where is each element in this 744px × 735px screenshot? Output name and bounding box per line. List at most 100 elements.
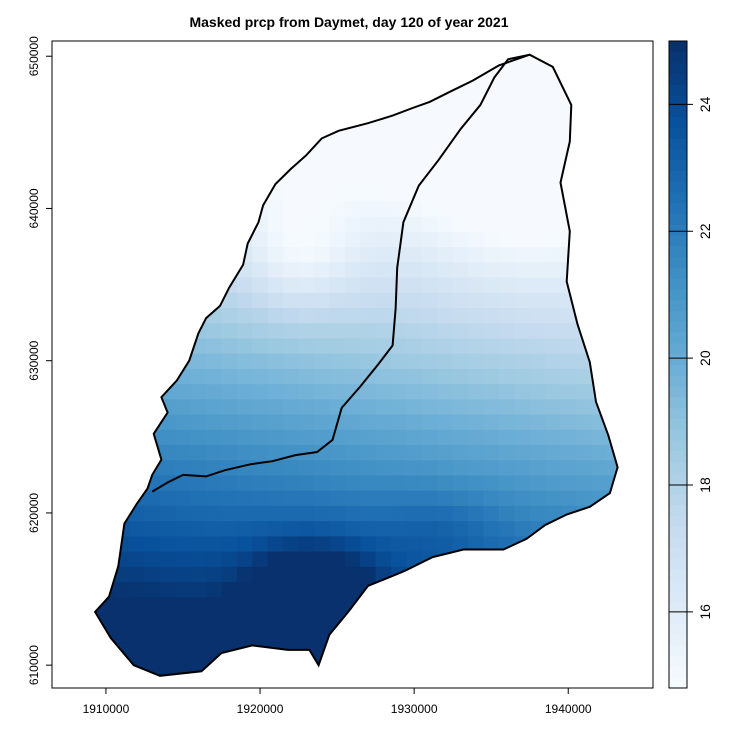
- raster-cell: [483, 657, 500, 674]
- colorbar-tick-label: 20: [697, 350, 713, 366]
- raster-cell: [267, 79, 284, 95]
- raster-cell: [113, 672, 130, 676]
- raster-cell: [545, 657, 562, 674]
- raster-cell: [591, 642, 608, 659]
- raster-cell: [529, 611, 546, 628]
- raster-cell: [575, 627, 592, 643]
- raster-cell: [206, 490, 223, 506]
- raster-cell: [514, 383, 531, 400]
- raster-cell: [437, 672, 454, 676]
- raster-cell: [406, 444, 423, 461]
- raster-cell: [375, 94, 392, 111]
- raster-cell: [575, 535, 592, 552]
- raster-cell: [498, 170, 515, 187]
- raster-cell: [221, 231, 238, 248]
- raster-cell: [159, 170, 176, 187]
- raster-cell: [190, 200, 207, 217]
- raster-cell: [468, 54, 485, 65]
- raster-cell: [391, 353, 408, 369]
- raster-cell: [560, 535, 577, 552]
- raster-cell: [575, 611, 592, 628]
- colorbar-segment: [669, 655, 687, 667]
- raster-cell: [113, 413, 130, 430]
- raster-cell: [606, 216, 618, 232]
- raster-cell: [129, 398, 146, 415]
- raster-cell: [236, 155, 253, 171]
- raster-cell: [498, 368, 515, 385]
- raster-cell: [144, 231, 161, 248]
- raster-cell: [375, 642, 392, 659]
- raster-cell: [252, 444, 269, 461]
- raster-cell: [129, 185, 146, 202]
- colorbar-segment: [669, 504, 687, 516]
- raster-cell: [591, 54, 608, 65]
- raster-cell: [375, 368, 392, 385]
- raster-cell: [252, 170, 269, 187]
- raster-cell: [298, 231, 315, 248]
- raster-cell: [622, 353, 638, 369]
- raster-cell: [421, 261, 438, 278]
- raster-cell: [375, 490, 392, 506]
- x-tick-label: 1920000: [237, 702, 284, 716]
- raster-cell: [221, 307, 238, 324]
- raster-cell: [514, 337, 531, 354]
- raster-cell: [159, 155, 176, 171]
- raster-cell: [421, 292, 438, 309]
- raster-cell: [298, 337, 315, 354]
- raster-cell: [375, 139, 392, 156]
- raster-cell: [545, 170, 562, 187]
- raster-cell: [206, 474, 223, 491]
- raster-cell: [514, 200, 531, 217]
- raster-cell: [622, 110, 638, 126]
- raster-cell: [421, 520, 438, 537]
- raster-cell: [98, 672, 115, 676]
- raster-cell: [144, 292, 161, 309]
- raster-cell: [437, 94, 454, 111]
- raster-cell: [95, 246, 99, 263]
- raster-cell: [190, 139, 207, 156]
- raster-cell: [421, 200, 438, 217]
- raster-cell: [452, 581, 469, 598]
- raster-cell: [344, 231, 361, 248]
- raster-cell: [421, 185, 438, 202]
- raster-cell: [575, 170, 592, 187]
- raster-cell: [236, 353, 253, 369]
- colorbar-segment: [669, 105, 687, 117]
- raster-cell: [545, 611, 562, 628]
- raster-cell: [375, 307, 392, 324]
- raster-cell: [575, 550, 592, 567]
- raster-cell: [98, 535, 115, 552]
- raster-cell: [283, 246, 300, 263]
- raster-cell: [221, 139, 238, 156]
- raster-cell: [622, 581, 638, 597]
- raster-cell: [252, 307, 269, 324]
- raster-cell: [190, 124, 207, 141]
- raster-cell: [468, 611, 485, 628]
- raster-cell: [95, 185, 99, 202]
- raster-cell: [159, 627, 176, 643]
- raster-cell: [95, 124, 99, 141]
- raster-cell: [375, 505, 392, 522]
- raster-cell: [298, 292, 315, 309]
- raster-cell: [206, 383, 223, 400]
- raster-cell: [283, 216, 300, 232]
- raster-cell: [545, 155, 562, 171]
- raster-cell: [267, 216, 284, 232]
- raster-cell: [529, 596, 546, 613]
- raster-cell: [221, 627, 238, 643]
- colorbar-segment: [669, 235, 687, 247]
- raster-cell: [95, 276, 99, 293]
- raster-cell: [483, 246, 500, 263]
- raster-cell: [159, 216, 176, 232]
- raster-cell: [498, 246, 515, 263]
- raster-cell: [421, 627, 438, 643]
- raster-cell: [545, 505, 562, 522]
- raster-cell: [298, 322, 315, 339]
- raster-cell: [175, 611, 192, 628]
- raster-cell: [575, 368, 592, 385]
- raster-cell: [545, 474, 562, 491]
- raster-cell: [95, 170, 99, 187]
- raster-cell: [206, 550, 223, 567]
- raster-cell: [529, 566, 546, 583]
- raster-cell: [375, 596, 392, 613]
